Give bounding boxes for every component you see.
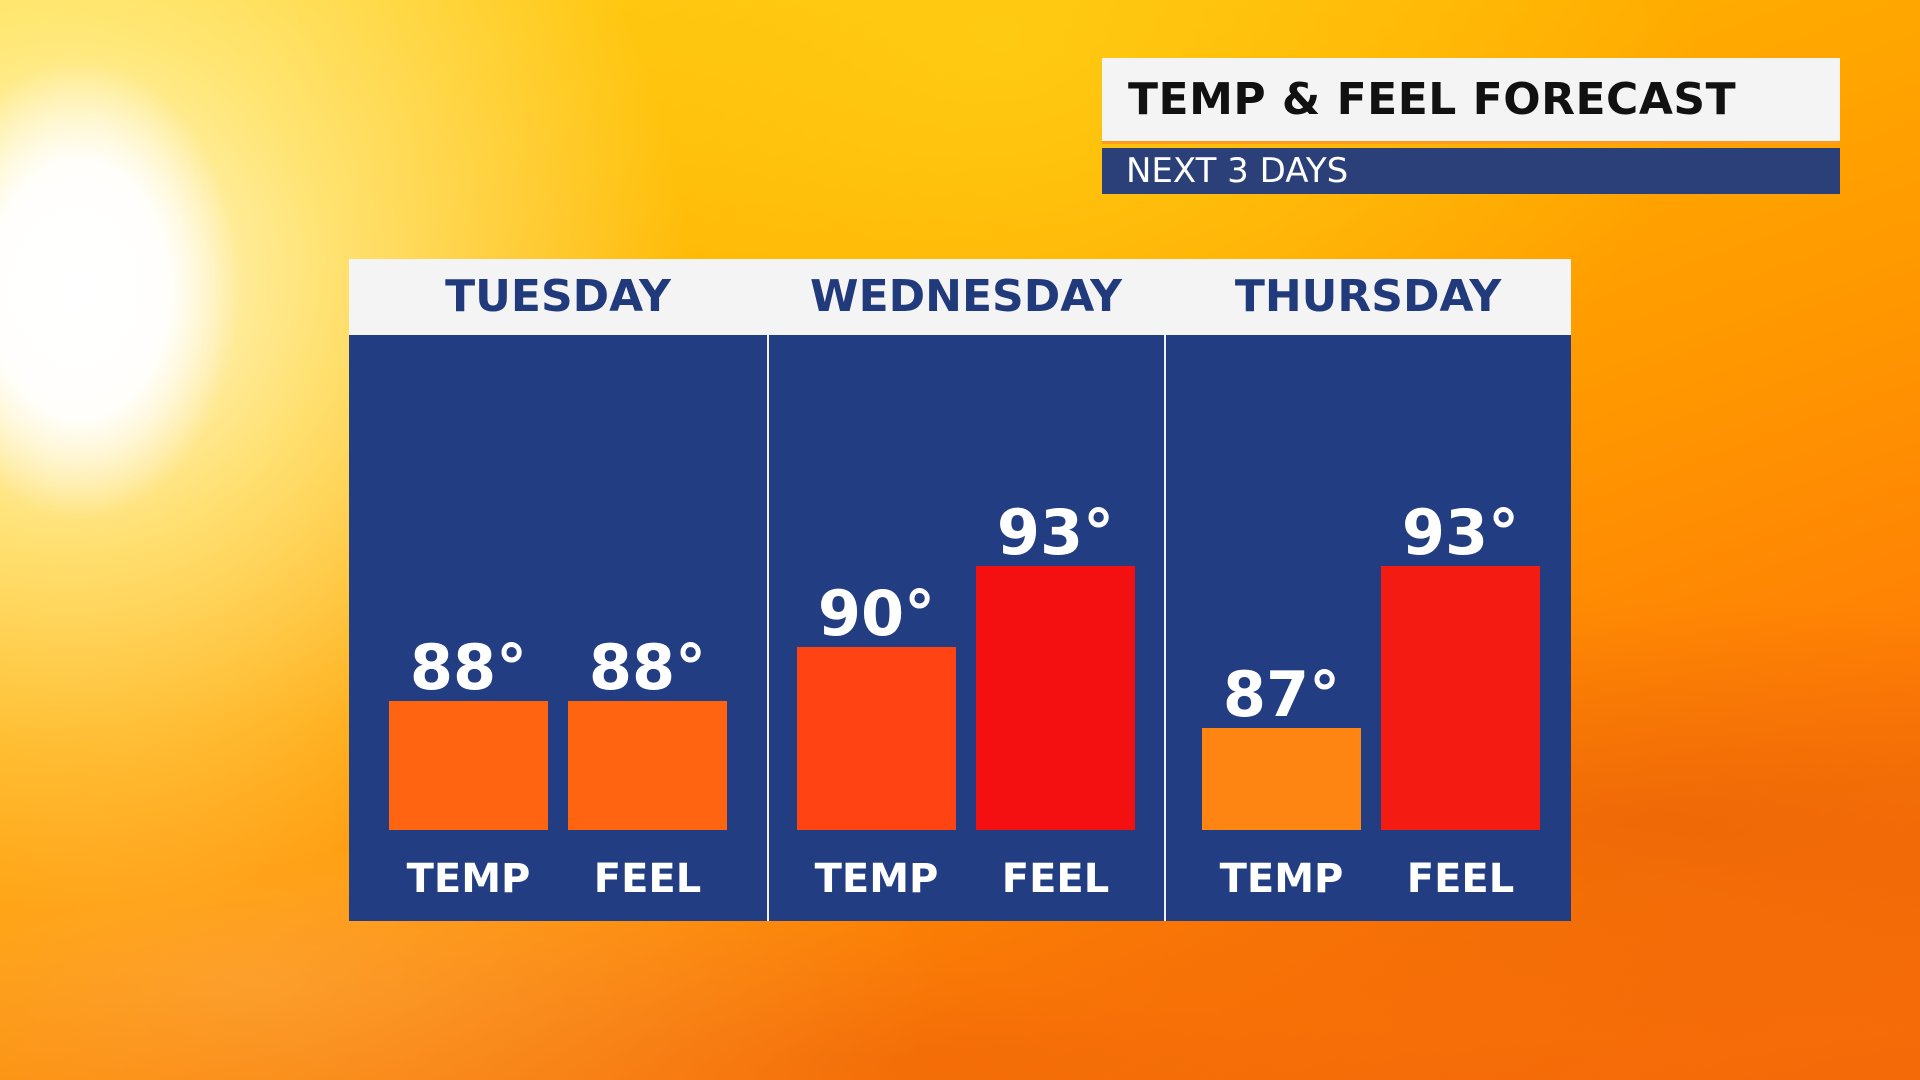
thursday-temp-bar <box>1202 728 1361 830</box>
thursday-feel-value: 93° <box>1402 496 1519 569</box>
chart-subtitle: NEXT 3 DAYS <box>1126 151 1349 191</box>
thursday-temp-label: TEMP <box>1220 856 1344 902</box>
wednesday-feel-value: 93° <box>997 496 1114 569</box>
chart-title: TEMP & FEEL FORECAST <box>1128 74 1737 125</box>
chart-body <box>349 335 1571 921</box>
wednesday-feel-label: FEEL <box>1002 856 1109 902</box>
bar-chart: 88° TEMP 88° FEEL 90° TEMP 93° FEEL 87° TEMP 93° FE… <box>389 496 1540 902</box>
wednesday-temp-label: TEMP <box>815 856 939 902</box>
day-label-wednesday: WEDNESDAY <box>810 271 1122 322</box>
forecast-panel: TUESDAY WEDNESDAY THURSDAY 88° TEMP 88° FEE… <box>349 259 1571 921</box>
thursday-temp-value: 87° <box>1223 658 1340 731</box>
day-label-tuesday: TUESDAY <box>445 271 671 322</box>
tuesday-temp-value: 88° <box>410 631 527 704</box>
thursday-feel-bar <box>1381 566 1540 830</box>
tuesday-temp-bar <box>389 701 548 830</box>
tuesday-feel-bar <box>568 701 727 830</box>
day-header-row: TUESDAY WEDNESDAY THURSDAY <box>349 259 1571 335</box>
thursday-feel-label: FEEL <box>1407 856 1514 902</box>
wednesday-temp-bar <box>797 647 956 830</box>
day-label-thursday: THURSDAY <box>1234 271 1502 322</box>
title-panel: TEMP & FEEL FORECAST <box>1102 58 1840 144</box>
tuesday-temp-label: TEMP <box>407 856 531 902</box>
wednesday-feel-bar <box>976 566 1135 830</box>
tuesday-feel-value: 88° <box>589 631 706 704</box>
tuesday-feel-label: FEEL <box>594 856 701 902</box>
column-divider <box>1164 335 1166 921</box>
subtitle-panel: NEXT 3 DAYS <box>1102 148 1840 194</box>
column-divider <box>767 335 769 921</box>
wednesday-temp-value: 90° <box>818 577 935 650</box>
